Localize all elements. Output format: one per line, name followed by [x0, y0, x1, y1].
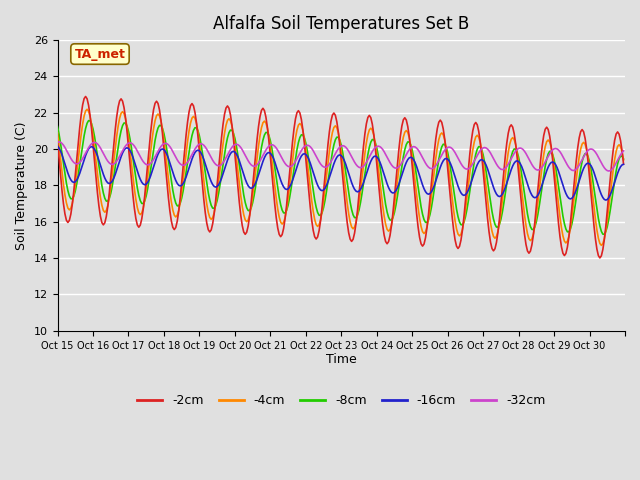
Legend: -2cm, -4cm, -8cm, -16cm, -32cm: -2cm, -4cm, -8cm, -16cm, -32cm: [132, 389, 550, 412]
Title: Alfalfa Soil Temperatures Set B: Alfalfa Soil Temperatures Set B: [213, 15, 469, 33]
Text: TA_met: TA_met: [74, 48, 125, 60]
Y-axis label: Soil Temperature (C): Soil Temperature (C): [15, 121, 28, 250]
X-axis label: Time: Time: [326, 353, 356, 366]
